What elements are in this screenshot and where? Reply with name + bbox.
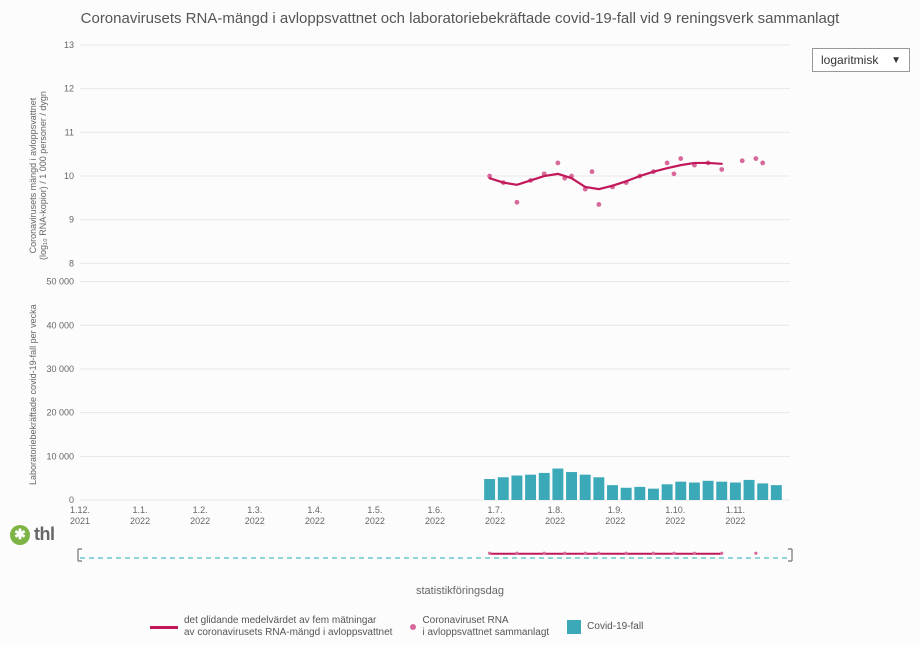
x-tick: 1.4. 2022 bbox=[305, 505, 325, 527]
x-tick: 1.9. 2022 bbox=[605, 505, 625, 527]
thl-logo-text: thl bbox=[34, 524, 55, 545]
x-tick: 1.10. 2022 bbox=[665, 505, 685, 527]
x-tick: 1.2. 2022 bbox=[190, 505, 210, 527]
legend-item: Coronaviruset RNA i avloppsvattnet samma… bbox=[410, 615, 549, 639]
x-tick: 1.1. 2022 bbox=[130, 505, 150, 527]
chevron-down-icon: ▼ bbox=[891, 55, 901, 66]
x-tick: 1.3. 2022 bbox=[245, 505, 265, 527]
svg-text:9: 9 bbox=[69, 215, 74, 225]
svg-text:10: 10 bbox=[64, 171, 74, 181]
legend-line-swatch bbox=[150, 626, 178, 629]
legend-item: det glidande medelvärdet av fem mätninga… bbox=[150, 615, 392, 639]
x-axis-ticks: 1.12. 20211.1. 20221.2. 20221.3. 20221.4… bbox=[80, 505, 790, 533]
legend-text: det glidande medelvärdet av fem mätninga… bbox=[184, 615, 392, 639]
legend-item: Covid-19-fall bbox=[567, 620, 643, 634]
x-tick: 1.7. 2022 bbox=[485, 505, 505, 527]
svg-text:50 000: 50 000 bbox=[46, 277, 74, 287]
x-tick: 1.6. 2022 bbox=[425, 505, 445, 527]
legend-bar-swatch bbox=[567, 620, 581, 634]
x-axis-label: statistikföringsdag bbox=[0, 585, 920, 597]
thl-logo: ✱ thl bbox=[10, 524, 55, 545]
x-tick: 1.5. 2022 bbox=[365, 505, 385, 527]
svg-text:30 000: 30 000 bbox=[46, 364, 74, 374]
chart-svg: 8910111213010 00020 00030 00040 00050 00… bbox=[80, 45, 790, 500]
x-tick: 1.8. 2022 bbox=[545, 505, 565, 527]
legend-dot-swatch bbox=[410, 624, 416, 630]
svg-text:8: 8 bbox=[69, 258, 74, 268]
overview-strip[interactable] bbox=[80, 549, 790, 561]
chart-title: Coronavirusets RNA-mängd i avloppsvattne… bbox=[0, 0, 920, 29]
svg-text:10 000: 10 000 bbox=[46, 451, 74, 461]
y-axis-bottom-label: Laboratoriebekräftade covid-19-fall per … bbox=[28, 304, 38, 485]
x-tick: 1.11. 2022 bbox=[725, 505, 745, 527]
svg-text:11: 11 bbox=[65, 127, 74, 137]
thl-logo-mark-icon: ✱ bbox=[10, 525, 30, 545]
svg-text:0: 0 bbox=[69, 495, 74, 505]
x-tick: 1.12. 2021 bbox=[70, 505, 90, 527]
svg-text:12: 12 bbox=[64, 84, 74, 94]
legend-text: Coronaviruset RNA i avloppsvattnet samma… bbox=[422, 615, 549, 639]
legend: det glidande medelvärdet av fem mätninga… bbox=[150, 615, 790, 639]
scale-value: logaritmisk bbox=[821, 53, 878, 67]
svg-text:20 000: 20 000 bbox=[46, 408, 74, 418]
y-axis-top-label: Coronavirusets mängd i avloppsvattnet (l… bbox=[28, 91, 48, 260]
svg-text:13: 13 bbox=[64, 40, 74, 50]
legend-text: Covid-19-fall bbox=[587, 621, 643, 633]
svg-text:40 000: 40 000 bbox=[46, 320, 74, 330]
scale-dropdown[interactable]: logaritmisk ▼ bbox=[812, 48, 910, 72]
